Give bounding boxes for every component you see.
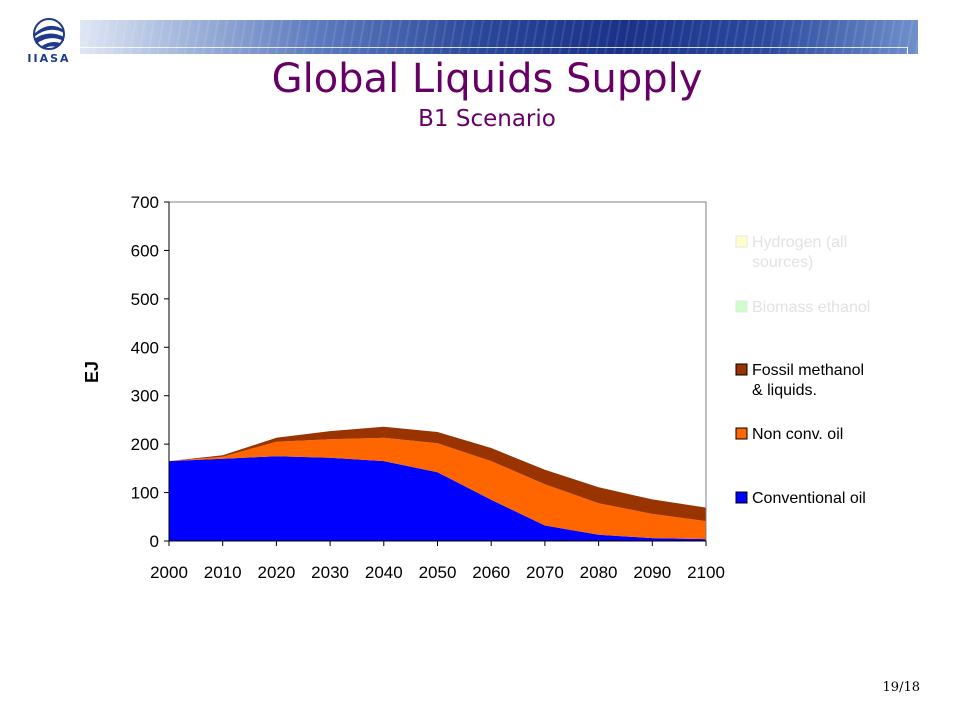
- chart-legend: Hydrogen (all sources) Biomass ethanol Foss…: [735, 234, 870, 507]
- x-tick-label: 2100: [687, 563, 725, 582]
- legend-swatch-conventional-oil: [735, 491, 748, 504]
- y-tick-label: 500: [131, 290, 159, 309]
- legend-swatch-biomass-ethanol: [735, 300, 748, 313]
- legend-swatch-non-conv-oil: [735, 427, 748, 440]
- x-tick-label: 2010: [204, 563, 242, 582]
- y-tick-label: 700: [131, 193, 159, 212]
- legend-swatch-hydrogen-all-sources: [735, 235, 748, 248]
- header-banner: [80, 20, 918, 54]
- y-axis-ticks: 0 100 200 300 400 500 600 700: [131, 193, 169, 551]
- page-title: Global Liquids Supply: [271, 56, 703, 102]
- x-tick-label: 2070: [526, 563, 564, 582]
- x-axis-ticks: 2000 2010 2020 2030 2040 2050 2060 2070 2080 2090…: [150, 541, 725, 582]
- page-subtitle: B1 Scenario: [418, 106, 556, 132]
- legend-label-non-conv-oil: Non conv. oil: [752, 426, 843, 443]
- legend-label-hydrogen-all-sources: sources): [752, 254, 813, 271]
- y-tick-label: 300: [131, 387, 159, 406]
- globe-icon: [33, 18, 65, 50]
- y-tick-label: 200: [131, 435, 159, 454]
- area-fossil-methanol-liquids: [169, 426, 706, 522]
- x-tick-label: 2090: [633, 563, 671, 582]
- legend-label-conventional-oil: Conventional oil: [752, 490, 866, 507]
- y-tick-label: 0: [150, 532, 159, 551]
- area-series-group: [169, 426, 706, 541]
- y-tick-label: 400: [131, 338, 159, 357]
- y-axis-label: EJ: [82, 361, 102, 383]
- banner-divider-end: [907, 47, 908, 55]
- area-non-conv-oil: [169, 437, 706, 540]
- logo-text: IIASA: [27, 52, 71, 65]
- page-number: 19/18: [882, 680, 920, 695]
- legend-label-fossil-methanol-liquids: & liquids.: [752, 382, 817, 399]
- x-tick-label: 2000: [150, 563, 188, 582]
- legend-label-fossil-methanol-liquids: Fossil methanol: [752, 362, 864, 379]
- banner-divider: [80, 47, 908, 48]
- y-tick-label: 100: [131, 484, 159, 503]
- x-tick-label: 2040: [365, 563, 403, 582]
- x-tick-label: 2030: [311, 563, 349, 582]
- legend-label-hydrogen-all-sources: Hydrogen (all: [752, 234, 847, 251]
- legend-swatch-fossil-methanol-liquids: [735, 363, 748, 376]
- x-tick-label: 2050: [419, 563, 457, 582]
- x-tick-label: 2080: [580, 563, 618, 582]
- x-tick-label: 2060: [472, 563, 510, 582]
- x-tick-label: 2020: [257, 563, 295, 582]
- area-conventional-oil: [169, 456, 706, 541]
- legend-label-biomass-ethanol: Biomass ethanol: [752, 299, 870, 316]
- y-tick-label: 600: [131, 241, 159, 260]
- iiasa-logo: [33, 18, 65, 50]
